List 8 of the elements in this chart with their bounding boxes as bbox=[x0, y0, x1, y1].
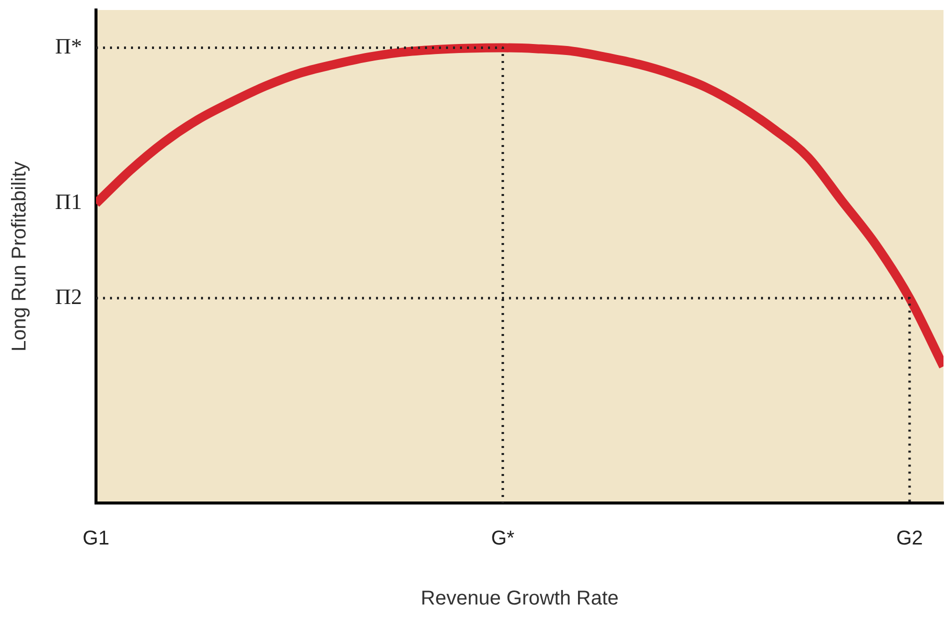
annotation: Π* bbox=[55, 34, 82, 59]
x-tick-label: G2 bbox=[896, 528, 923, 550]
annotation: Π2 bbox=[55, 284, 82, 309]
y-axis-title: Long Run Profitability bbox=[8, 161, 31, 352]
x-tick-label: G1 bbox=[82, 528, 110, 550]
x-tick-label: G* bbox=[491, 528, 515, 550]
x-axis-title: Revenue Growth Rate bbox=[420, 588, 619, 610]
annotation: Π1 bbox=[55, 189, 82, 214]
